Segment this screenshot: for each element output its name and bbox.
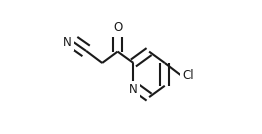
- Text: N: N: [63, 36, 72, 49]
- Text: Cl: Cl: [182, 68, 194, 82]
- Text: O: O: [113, 21, 122, 34]
- Text: N: N: [129, 83, 138, 96]
